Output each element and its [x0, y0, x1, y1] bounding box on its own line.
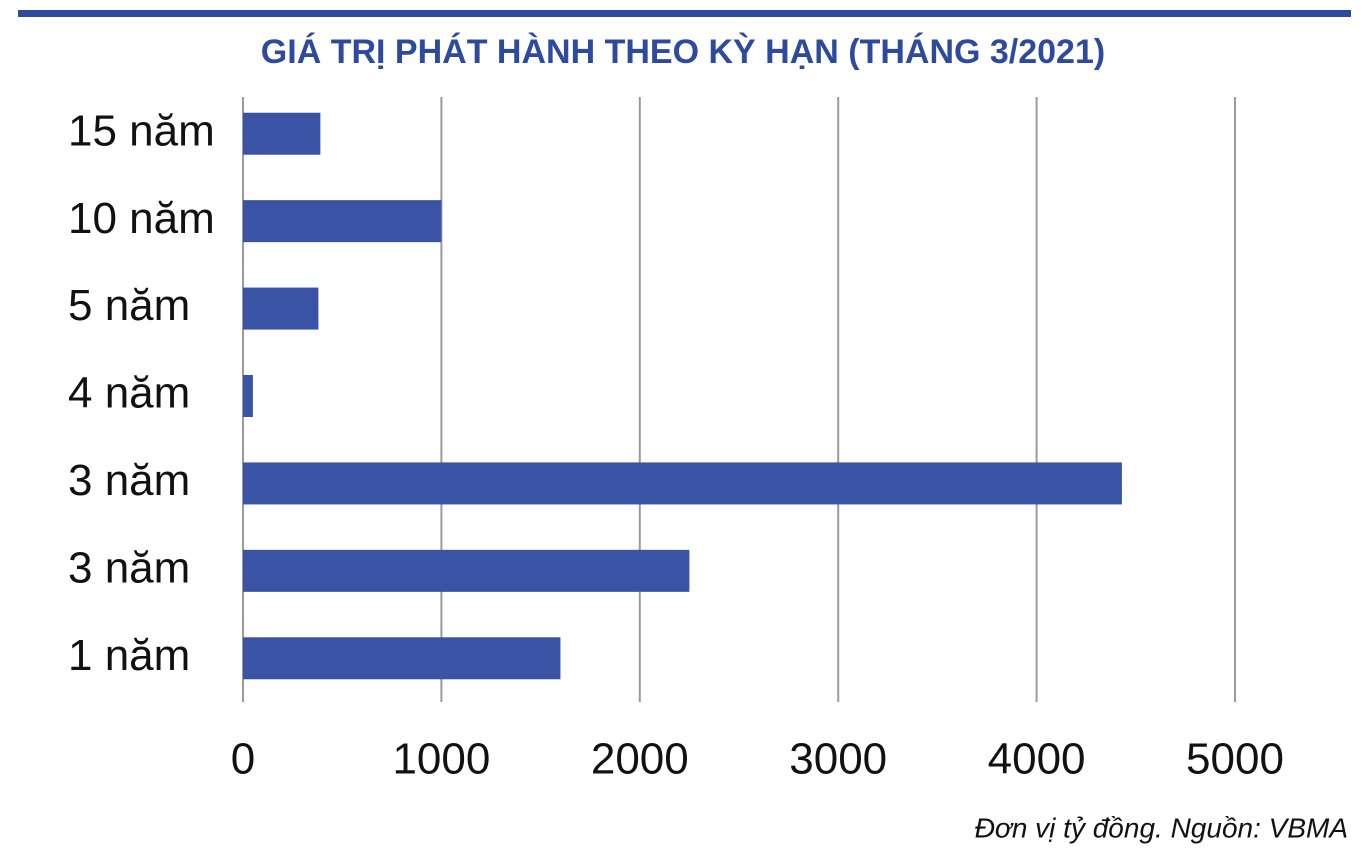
y-tick-label: 5 năm: [68, 281, 190, 330]
chart-title: GIÁ TRỊ PHÁT HÀNH THEO KỲ HẠN (THÁNG 3/2…: [261, 33, 1105, 71]
x-tick-label: 1000: [392, 735, 490, 784]
y-tick-label: 15 năm: [68, 106, 215, 155]
bar: [243, 112, 321, 155]
source-note: Đơn vị tỷ đồng. Nguồn: VBMA: [975, 812, 1348, 843]
bar: [243, 375, 253, 417]
x-tick-label: 4000: [988, 735, 1086, 784]
top-rule: [18, 10, 1351, 17]
x-tick-label: 3000: [789, 735, 887, 784]
x-tick-label: 0: [231, 735, 255, 784]
y-tick-label: 10 năm: [68, 194, 215, 243]
bar: [243, 462, 1122, 505]
y-tick-label: 4 năm: [68, 369, 190, 418]
bar: [243, 287, 319, 330]
bar: [243, 637, 561, 680]
bar: [243, 200, 442, 243]
x-tick-label: 2000: [591, 735, 689, 784]
y-tick-label: 1 năm: [68, 631, 190, 680]
y-tick-label: 3 năm: [68, 456, 190, 505]
x-tick-label: 5000: [1186, 735, 1284, 784]
y-tick-label: 3 năm: [68, 543, 190, 592]
bar: [243, 549, 690, 592]
